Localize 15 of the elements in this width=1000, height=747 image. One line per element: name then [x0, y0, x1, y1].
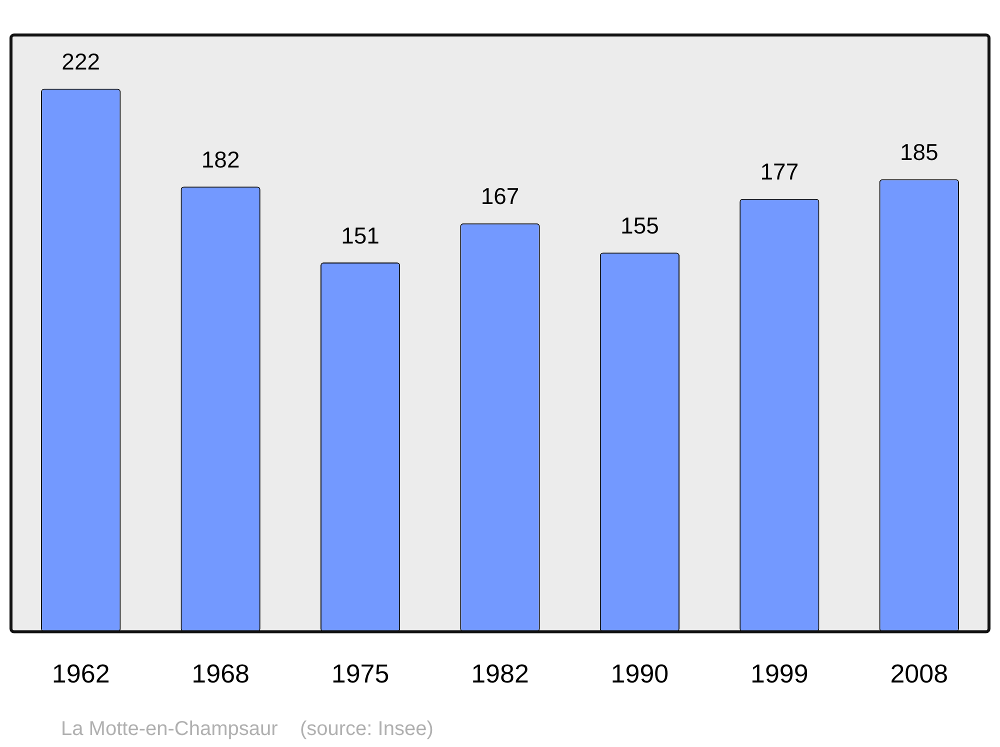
x-tick-label: 1999 — [750, 658, 808, 689]
data-label: 182 — [201, 146, 240, 172]
x-tick-label: 1990 — [610, 658, 669, 689]
data-label: 151 — [341, 222, 380, 248]
data-label: 222 — [62, 48, 100, 75]
x-tick-label: 1975 — [331, 658, 390, 689]
x-tick-label: 2008 — [890, 658, 948, 689]
data-label: 167 — [480, 183, 520, 210]
x-tick-label: 1982 — [471, 658, 529, 689]
x-tick-label: 1962 — [52, 658, 110, 689]
data-label: 185 — [900, 139, 938, 166]
data-label: 177 — [760, 158, 799, 185]
data-label: 155 — [620, 212, 659, 239]
text: La Motte-en-Champsaur (source: Insee) — [61, 718, 434, 741]
x-tick-label: 1968 — [192, 658, 250, 689]
